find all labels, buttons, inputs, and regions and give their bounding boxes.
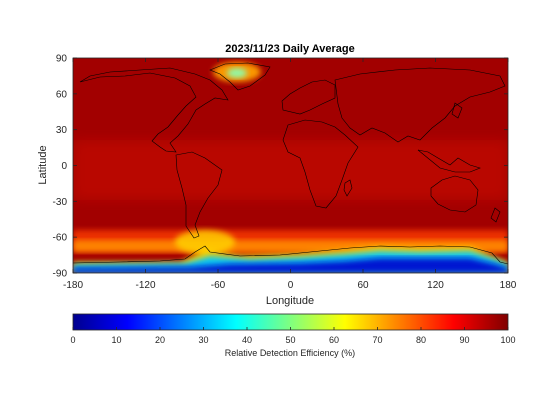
x-tick-label: 180: [500, 280, 517, 291]
coastline-southeast-asia: [417, 149, 481, 173]
colorbar-ticks: 0 10 20 30 40 50 60 70 80 90 100: [70, 327, 516, 345]
x-tick-label: 60: [357, 280, 369, 291]
colorbar-tick-label: 50: [285, 335, 295, 345]
x-axis-label: Longitude: [266, 295, 314, 307]
y-tick-label: 60: [56, 89, 68, 100]
colorbar-tick-label: 80: [416, 335, 426, 345]
y-tick-label: 0: [61, 161, 67, 172]
coastline-madagascar: [343, 179, 353, 197]
heatmap-equatorial-band: [73, 140, 508, 200]
y-tick-label: -90: [53, 269, 68, 280]
colorbar-label: Relative Detection Efficiency (%): [225, 348, 355, 358]
chart-title: 2023/11/23 Daily Average: [225, 43, 354, 55]
heatmap-drake-passage: [175, 230, 235, 254]
x-tick-label: -60: [211, 280, 226, 291]
coastline-europe: [281, 79, 336, 115]
x-axis: -180 -120 -60 0 60 120 180: [63, 58, 517, 291]
coastline-antarctica: [73, 245, 508, 265]
y-tick-label: -30: [53, 197, 68, 208]
colorbar-tick-label: 10: [111, 335, 121, 345]
y-tick-label: 30: [56, 125, 68, 136]
colorbar-tick-label: 60: [329, 335, 339, 345]
colorbar-tick-label: 70: [372, 335, 382, 345]
heatmap-greenland-inner: [227, 68, 247, 78]
colorbar: 0 10 20 30 40 50 60 70 80 90 100 Relative Detectio…: [70, 313, 516, 358]
colorbar-tick-label: 0: [70, 335, 75, 345]
coastline-north-america: [79, 67, 229, 153]
coastline-new-zealand: [490, 207, 501, 223]
coastline-south-america: [175, 151, 223, 239]
x-tick-label: 0: [288, 280, 294, 291]
x-tick-label: -120: [135, 280, 155, 291]
plot-area: [73, 58, 508, 273]
heatmap-antarctica-blue: [73, 258, 508, 273]
coastline-greenland: [209, 62, 271, 91]
coastline-australia: [430, 175, 479, 213]
x-tick-label: -180: [63, 280, 83, 291]
colorbar-tick-label: 90: [459, 335, 469, 345]
y-axis-label: Latitude: [37, 145, 49, 184]
y-tick-label: 90: [56, 54, 68, 65]
coastline-japan: [451, 102, 463, 119]
y-axis: 90 60 30 0 -30 -60 -90: [53, 54, 508, 280]
colorbar-tick-label: 40: [242, 335, 252, 345]
colorbar-tick-label: 30: [198, 335, 208, 345]
coastline-africa: [282, 119, 359, 209]
colorbar-tick-label: 100: [500, 335, 515, 345]
colorbar-tick-label: 20: [155, 335, 165, 345]
x-tick-label: 120: [427, 280, 444, 291]
heatmap-field: [73, 62, 508, 273]
coastlines: [73, 62, 508, 265]
y-tick-label: -60: [53, 233, 68, 244]
coastline-asia: [334, 67, 506, 143]
